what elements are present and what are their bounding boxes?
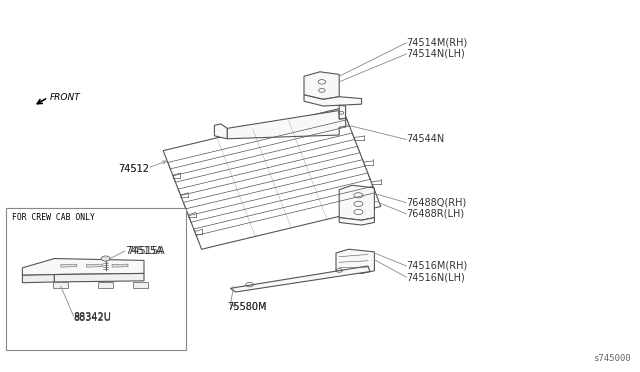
Text: 76488R(LH): 76488R(LH): [406, 209, 465, 219]
Text: 74514N(LH): 74514N(LH): [406, 49, 465, 59]
Polygon shape: [86, 264, 102, 267]
Text: s745000: s745000: [593, 354, 630, 363]
Text: 74512: 74512: [118, 164, 149, 174]
Polygon shape: [339, 218, 374, 225]
Polygon shape: [214, 124, 227, 139]
Text: 74516N(LH): 74516N(LH): [406, 272, 465, 282]
Polygon shape: [163, 108, 381, 249]
Polygon shape: [230, 266, 370, 292]
Circle shape: [101, 256, 110, 261]
Polygon shape: [22, 259, 144, 275]
Text: 88342U: 88342U: [74, 313, 111, 323]
Text: 74516M(RH): 74516M(RH): [406, 261, 468, 271]
Text: 75580M: 75580M: [227, 302, 267, 312]
Polygon shape: [304, 95, 362, 106]
Text: 74512: 74512: [118, 164, 149, 174]
Text: FRONT: FRONT: [50, 93, 81, 102]
Polygon shape: [339, 185, 374, 220]
Polygon shape: [227, 110, 346, 139]
Text: 74515A: 74515A: [127, 246, 164, 256]
Text: 74544N: 74544N: [406, 135, 445, 144]
Polygon shape: [339, 105, 346, 119]
Polygon shape: [336, 249, 374, 273]
Text: 76488Q(RH): 76488Q(RH): [406, 198, 467, 208]
Polygon shape: [54, 273, 144, 282]
Polygon shape: [22, 275, 54, 283]
Text: 88342U: 88342U: [74, 312, 111, 322]
Polygon shape: [98, 282, 113, 288]
Polygon shape: [133, 282, 148, 288]
Polygon shape: [61, 264, 77, 267]
Text: 74515A: 74515A: [125, 246, 163, 256]
Polygon shape: [112, 264, 128, 267]
Text: 75580M: 75580M: [227, 302, 267, 312]
Text: FOR CREW CAB ONLY: FOR CREW CAB ONLY: [12, 213, 94, 222]
Polygon shape: [53, 282, 68, 288]
Polygon shape: [304, 72, 339, 99]
FancyBboxPatch shape: [6, 208, 186, 350]
Text: 74514M(RH): 74514M(RH): [406, 38, 468, 48]
